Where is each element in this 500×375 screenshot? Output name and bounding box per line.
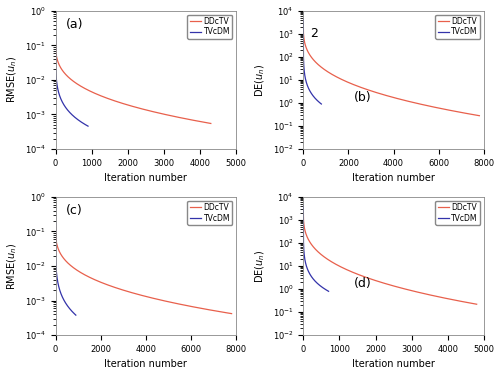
Legend: DDcTV, TVcDM: DDcTV, TVcDM — [435, 15, 480, 39]
TVcDM — [309, 92, 315, 97]
Text: 2: 2 — [310, 27, 318, 40]
TVcDM — [52, 220, 59, 225]
X-axis label: Iteration number: Iteration number — [104, 360, 187, 369]
TVcDM — [326, 289, 332, 294]
TVcDM — [64, 304, 70, 308]
DDcTV — [367, 276, 373, 281]
DDcTV — [368, 88, 374, 93]
DDcTV — [112, 99, 118, 103]
Line: DDcTV: DDcTV — [304, 25, 480, 116]
DDcTV — [374, 279, 380, 284]
DDcTV — [119, 101, 125, 105]
TVcDM — [70, 114, 76, 118]
TVcDM — [72, 115, 78, 120]
Text: (c): (c) — [66, 204, 83, 217]
Line: DDcTV: DDcTV — [56, 41, 211, 123]
X-axis label: Iteration number: Iteration number — [352, 173, 435, 183]
Text: (a): (a) — [66, 18, 84, 31]
Legend: DDcTV, TVcDM: DDcTV, TVcDM — [188, 15, 232, 39]
DDcTV — [205, 121, 211, 125]
TVcDM — [85, 124, 91, 128]
Legend: DDcTV, TVcDM: DDcTV, TVcDM — [435, 201, 480, 225]
DDcTV — [331, 73, 337, 78]
DDcTV — [452, 298, 458, 302]
DDcTV — [474, 302, 480, 306]
Line: TVcDM: TVcDM — [56, 36, 88, 126]
TVcDM — [321, 286, 327, 291]
Y-axis label: DE$(u_n)$: DE$(u_n)$ — [254, 249, 267, 283]
Text: (b): (b) — [354, 91, 372, 104]
TVcDM — [316, 282, 322, 286]
Line: DDcTV: DDcTV — [304, 211, 476, 304]
TVcDM — [72, 312, 78, 317]
Y-axis label: DE$(u_n)$: DE$(u_n)$ — [254, 63, 267, 96]
TVcDM — [84, 123, 90, 128]
DDcTV — [228, 311, 234, 316]
DDcTV — [376, 91, 382, 96]
DDcTV — [188, 118, 194, 122]
TVcDM — [310, 94, 316, 98]
TVcDM — [314, 281, 320, 285]
Line: TVcDM: TVcDM — [304, 20, 322, 104]
Y-axis label: RMSE$(u_n)$: RMSE$(u_n)$ — [6, 243, 19, 290]
DDcTV — [473, 113, 479, 117]
DDcTV — [83, 273, 89, 278]
DDcTV — [470, 302, 476, 306]
DDcTV — [70, 79, 76, 84]
Line: TVcDM: TVcDM — [304, 206, 328, 291]
TVcDM — [79, 120, 85, 125]
Line: DDcTV: DDcTV — [56, 228, 232, 314]
Y-axis label: RMSE$(u_n)$: RMSE$(u_n)$ — [6, 56, 19, 104]
DDcTV — [300, 209, 306, 213]
DDcTV — [120, 288, 126, 292]
DDcTV — [208, 121, 214, 126]
X-axis label: Iteration number: Iteration number — [104, 173, 187, 183]
TVcDM — [300, 204, 306, 208]
TVcDM — [69, 309, 75, 314]
Line: TVcDM: TVcDM — [56, 223, 76, 315]
DDcTV — [80, 85, 86, 89]
DDcTV — [330, 261, 336, 265]
DDcTV — [52, 39, 59, 44]
Legend: DDcTV, TVcDM: DDcTV, TVcDM — [188, 201, 232, 225]
TVcDM — [62, 300, 68, 304]
TVcDM — [318, 101, 324, 106]
DDcTV — [320, 254, 326, 258]
TVcDM — [62, 300, 68, 305]
DDcTV — [320, 66, 326, 71]
TVcDM — [311, 95, 317, 99]
TVcDM — [52, 34, 59, 39]
TVcDM — [325, 289, 331, 293]
DDcTV — [52, 225, 59, 230]
DDcTV — [128, 290, 134, 295]
DDcTV — [300, 22, 306, 27]
TVcDM — [312, 279, 318, 284]
TVcDM — [64, 302, 70, 307]
DDcTV — [454, 110, 460, 114]
TVcDM — [300, 18, 306, 22]
TVcDM — [68, 112, 74, 116]
X-axis label: Iteration number: Iteration number — [352, 360, 435, 369]
TVcDM — [318, 102, 324, 106]
DDcTV — [476, 114, 482, 118]
DDcTV — [206, 308, 212, 312]
TVcDM — [309, 92, 315, 96]
TVcDM — [315, 99, 321, 104]
TVcDM — [312, 279, 318, 284]
DDcTV — [72, 267, 78, 272]
DDcTV — [225, 311, 231, 315]
TVcDM — [73, 313, 79, 317]
Text: (d): (d) — [354, 277, 372, 290]
TVcDM — [68, 111, 74, 116]
